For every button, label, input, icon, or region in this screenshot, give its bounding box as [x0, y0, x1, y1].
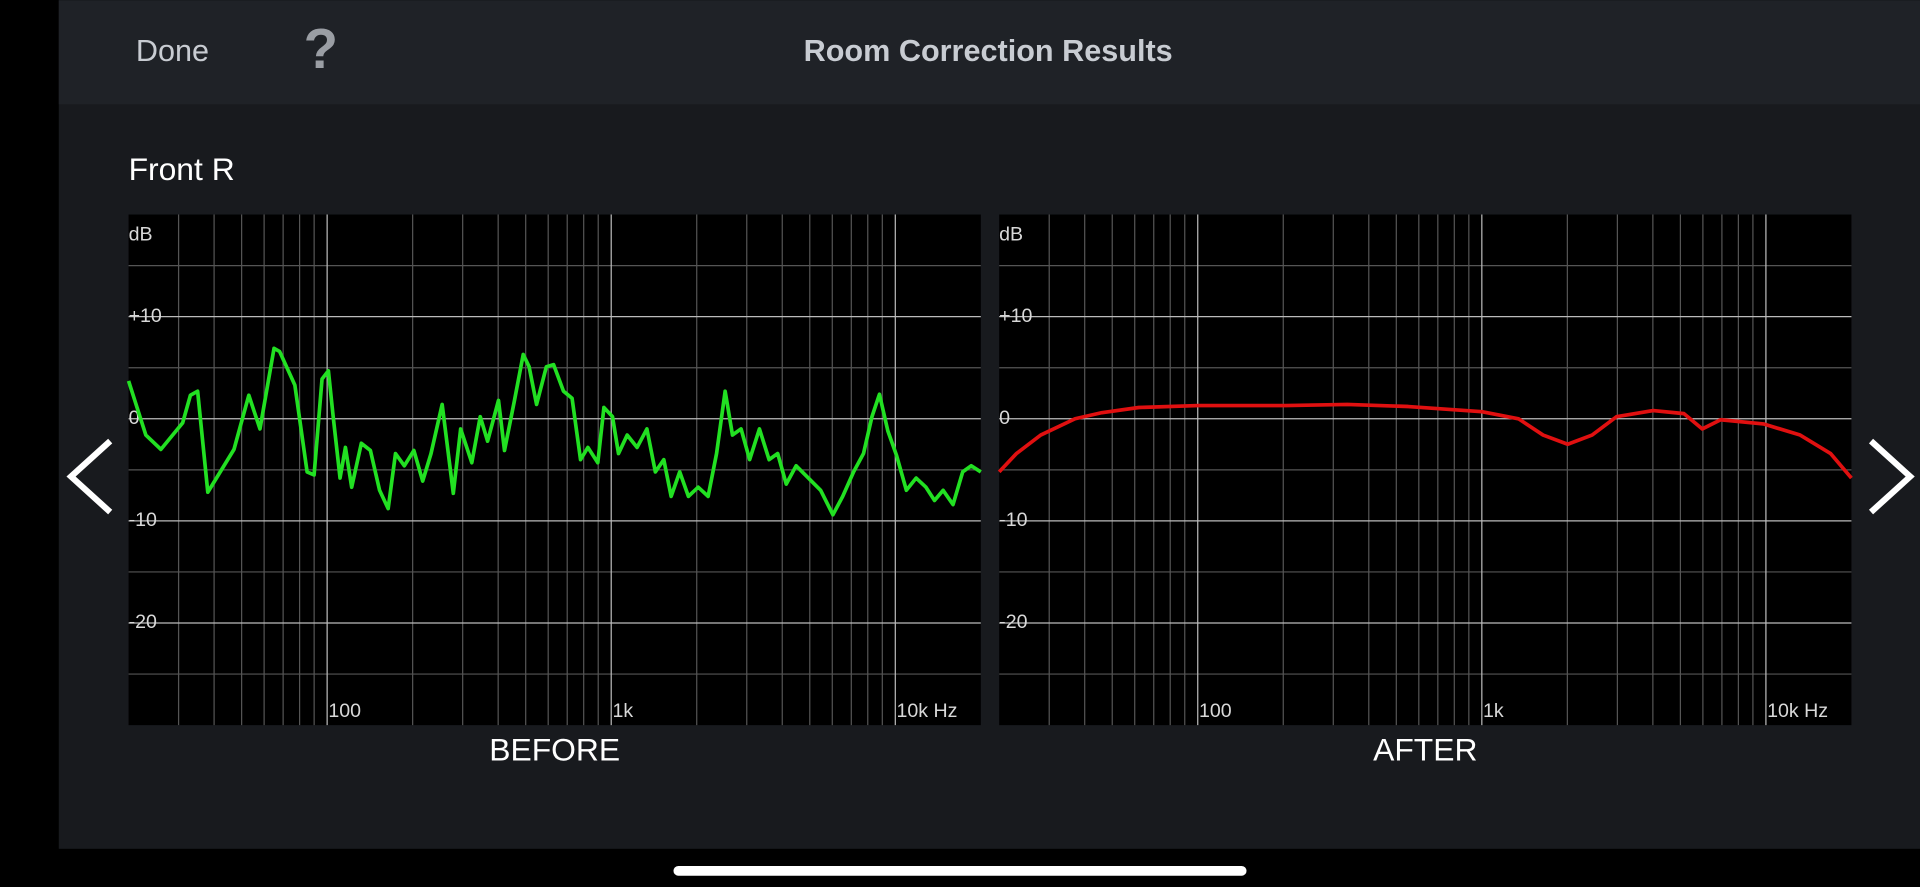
y-tick-label: 0: [999, 407, 1010, 429]
y-axis-unit: dB: [129, 224, 153, 246]
home-indicator: [673, 865, 1247, 876]
next-arrow[interactable]: [1868, 438, 1915, 515]
help-button[interactable]: ?: [304, 17, 338, 80]
y-tick-label: +10: [129, 305, 162, 327]
done-button[interactable]: Done: [136, 34, 209, 68]
y-tick-label: -20: [999, 611, 1027, 633]
channel-name: Front R: [129, 151, 235, 187]
x-tick-label: 100: [1199, 700, 1232, 722]
x-tick-label: 100: [328, 700, 361, 722]
y-tick-label: -10: [999, 509, 1027, 531]
chart-title: AFTER: [1373, 731, 1477, 767]
chart-title: BEFORE: [489, 731, 620, 767]
y-tick-label: -20: [129, 611, 157, 633]
y-tick-label: +10: [999, 305, 1032, 327]
x-tick-label: 1k: [612, 700, 633, 722]
y-tick-label: 0: [129, 407, 140, 429]
header-bar: [58, 0, 1920, 105]
x-tick-label: 10k Hz: [897, 700, 958, 722]
screen-title: Room Correction Results: [804, 34, 1173, 68]
x-tick-label: 1k: [1483, 700, 1504, 722]
prev-arrow[interactable]: [66, 438, 113, 515]
x-tick-label: 10k Hz: [1767, 700, 1828, 722]
response-curve: [126, 346, 982, 517]
response-curve: [997, 402, 1853, 480]
y-tick-label: -10: [129, 509, 157, 531]
y-axis-unit: dB: [999, 224, 1023, 246]
